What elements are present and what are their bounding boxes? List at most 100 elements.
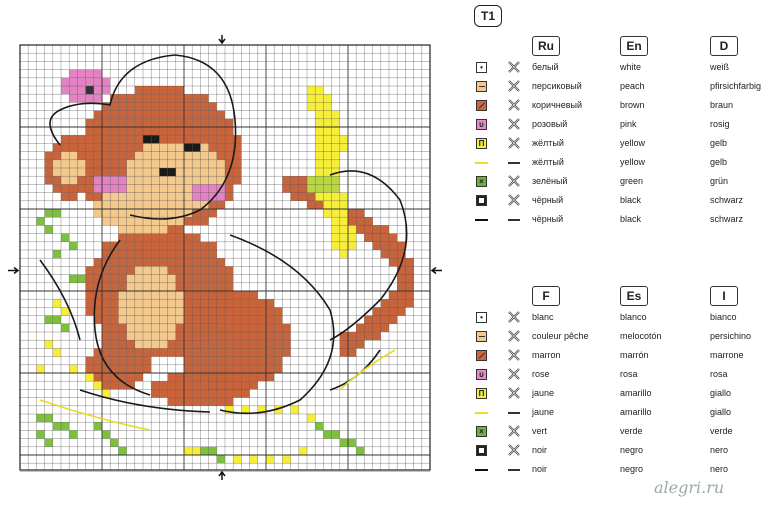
legend-row: • белый white weiß <box>470 59 770 77</box>
legend-row: × vert verde verde <box>470 423 770 441</box>
legend-bottom-label-2: marrone <box>710 350 744 360</box>
legend-top-label-0: розовый <box>532 119 568 129</box>
dash-symbol-icon <box>476 81 487 92</box>
n-symbol-icon: Π <box>476 388 487 399</box>
dash-symbol-icon <box>476 331 487 342</box>
square-symbol-icon <box>476 445 487 456</box>
legend-top-label-1: black <box>620 214 642 224</box>
legend-bottom-label-0: marron <box>532 350 561 360</box>
cross-stitch-icon <box>507 386 521 400</box>
legend-top-label-0: жёлтый <box>532 138 564 148</box>
legend-bottom-label-2: nero <box>710 445 729 455</box>
legend-top-label-1: yellow <box>620 138 646 148</box>
legend-top-label-1: black <box>620 195 642 205</box>
cross-stitch-icon <box>507 79 521 93</box>
line-yellow-symbol-icon <box>475 412 488 414</box>
cross-stitch-icon <box>507 98 521 112</box>
legend-bottom-label-0: jaune <box>532 388 555 398</box>
line-black-symbol-icon <box>475 219 488 221</box>
cross-stitch-icon <box>507 443 521 457</box>
cross-stitch-icon <box>507 348 521 362</box>
legend-top-label-2: schwarz <box>710 195 744 205</box>
legend-bottom-language-0: F <box>532 286 560 306</box>
legend-row: noir negro nero <box>470 461 770 479</box>
legend-bottom-label-1: amarillo <box>620 388 652 398</box>
legend-top-label-1: green <box>620 176 644 186</box>
legend-row: jaune amarillo giallo <box>470 404 770 422</box>
arrow-bottom-icon <box>218 470 226 480</box>
backstitch-icon <box>508 219 520 221</box>
cross-stitch-icon <box>507 60 521 74</box>
cross-stitch-icon <box>507 310 521 324</box>
legend-top-label-2: gelb <box>710 138 728 148</box>
cross-stitch-icon <box>507 117 521 131</box>
legend-bottom-label-2: rosa <box>710 369 728 379</box>
legend-bottom-language-header: F Es I <box>470 286 770 306</box>
legend-bottom-label-2: giallo <box>710 388 732 398</box>
legend-bottom-label-1: negro <box>620 464 644 474</box>
backstitch-icon <box>508 162 520 164</box>
legend-bottom-label-1: amarillo <box>620 407 652 417</box>
legend-row: • blanc blanco bianco <box>470 309 770 327</box>
legend-bottom-label-0: noir <box>532 464 548 474</box>
legend-bottom-label-1: verde <box>620 426 643 436</box>
legend-top-label-1: pink <box>620 119 637 129</box>
legend-top-label-1: brown <box>620 100 645 110</box>
legend-top-label-0: персиковый <box>532 81 582 91</box>
dot-symbol-icon: • <box>476 312 487 323</box>
legend-top-label-0: чёрный <box>532 214 564 224</box>
legend-top: Ru En D • белый white weiß персиковый peach pfirs… <box>470 36 770 236</box>
legend-bottom-label-0: rose <box>532 369 550 379</box>
backstitch-icon <box>508 469 520 471</box>
legend-row: marron marrón marrone <box>470 347 770 365</box>
cross-stitch-icon <box>507 174 521 188</box>
arrow-left-icon <box>8 266 20 275</box>
legend-bottom: F Es I • blanc blanco bianco couleur pêche meloc… <box>470 286 770 486</box>
cross-stitch-icon <box>507 367 521 381</box>
legend-bottom-label-0: noir <box>532 445 548 455</box>
legend-top-label-1: white <box>620 62 642 72</box>
legend-row: персиковый peach pfirsichfarbig <box>470 78 770 96</box>
legend-top-label-2: pfirsichfarbig <box>710 81 762 91</box>
line-black-symbol-icon <box>475 469 488 471</box>
legend-bottom-label-0: couleur pêche <box>532 331 589 341</box>
legend-row: чёрный black schwarz <box>470 211 770 229</box>
legend-row: υ rose rosa rosa <box>470 366 770 384</box>
legend-top-label-1: peach <box>620 81 645 91</box>
legend-bottom-label-0: jaune <box>532 407 555 417</box>
legend-top-label-0: зелёный <box>532 176 568 186</box>
legend-bottom-label-2: nero <box>710 464 729 474</box>
cross-stitch-icon <box>507 136 521 150</box>
legend-top-label-2: gelb <box>710 157 728 167</box>
legend-top-label-2: rosig <box>710 119 730 129</box>
legend-bottom-label-1: blanco <box>620 312 647 322</box>
legend-row: υ розовый pink rosig <box>470 116 770 134</box>
watermark: alegri.ru <box>654 478 725 497</box>
legend-top-language-2: D <box>710 36 738 56</box>
legend-row: × зелёный green grün <box>470 173 770 191</box>
u-symbol-icon: υ <box>476 119 487 130</box>
legend-bottom-label-0: blanc <box>532 312 554 322</box>
legend-top-label-1: yellow <box>620 157 646 167</box>
legend-top-label-2: schwarz <box>710 214 744 224</box>
cross-stitch-icon <box>507 329 521 343</box>
legend-row: жёлтый yellow gelb <box>470 154 770 172</box>
legend-top-label-0: чёрный <box>532 195 564 205</box>
legend-top-label-0: коричневый <box>532 100 583 110</box>
legend-bottom-label-2: verde <box>710 426 733 436</box>
slash-symbol-icon <box>476 350 487 361</box>
n-symbol-icon: Π <box>476 138 487 149</box>
legend-top-label-2: weiß <box>710 62 730 72</box>
square-symbol-icon <box>476 195 487 206</box>
backstitch-icon <box>508 412 520 414</box>
legend-bottom-language-1: Es <box>620 286 648 306</box>
legend-top-label-2: braun <box>710 100 734 110</box>
legend-bottom-label-2: bianco <box>710 312 737 322</box>
legend-row: couleur pêche melocotón persichino <box>470 328 770 346</box>
legend-bottom-language-2: I <box>710 286 738 306</box>
legend-top-language-header: Ru En D <box>470 36 770 56</box>
legend-top-label-0: жёлтый <box>532 157 564 167</box>
u-symbol-icon: υ <box>476 369 487 380</box>
